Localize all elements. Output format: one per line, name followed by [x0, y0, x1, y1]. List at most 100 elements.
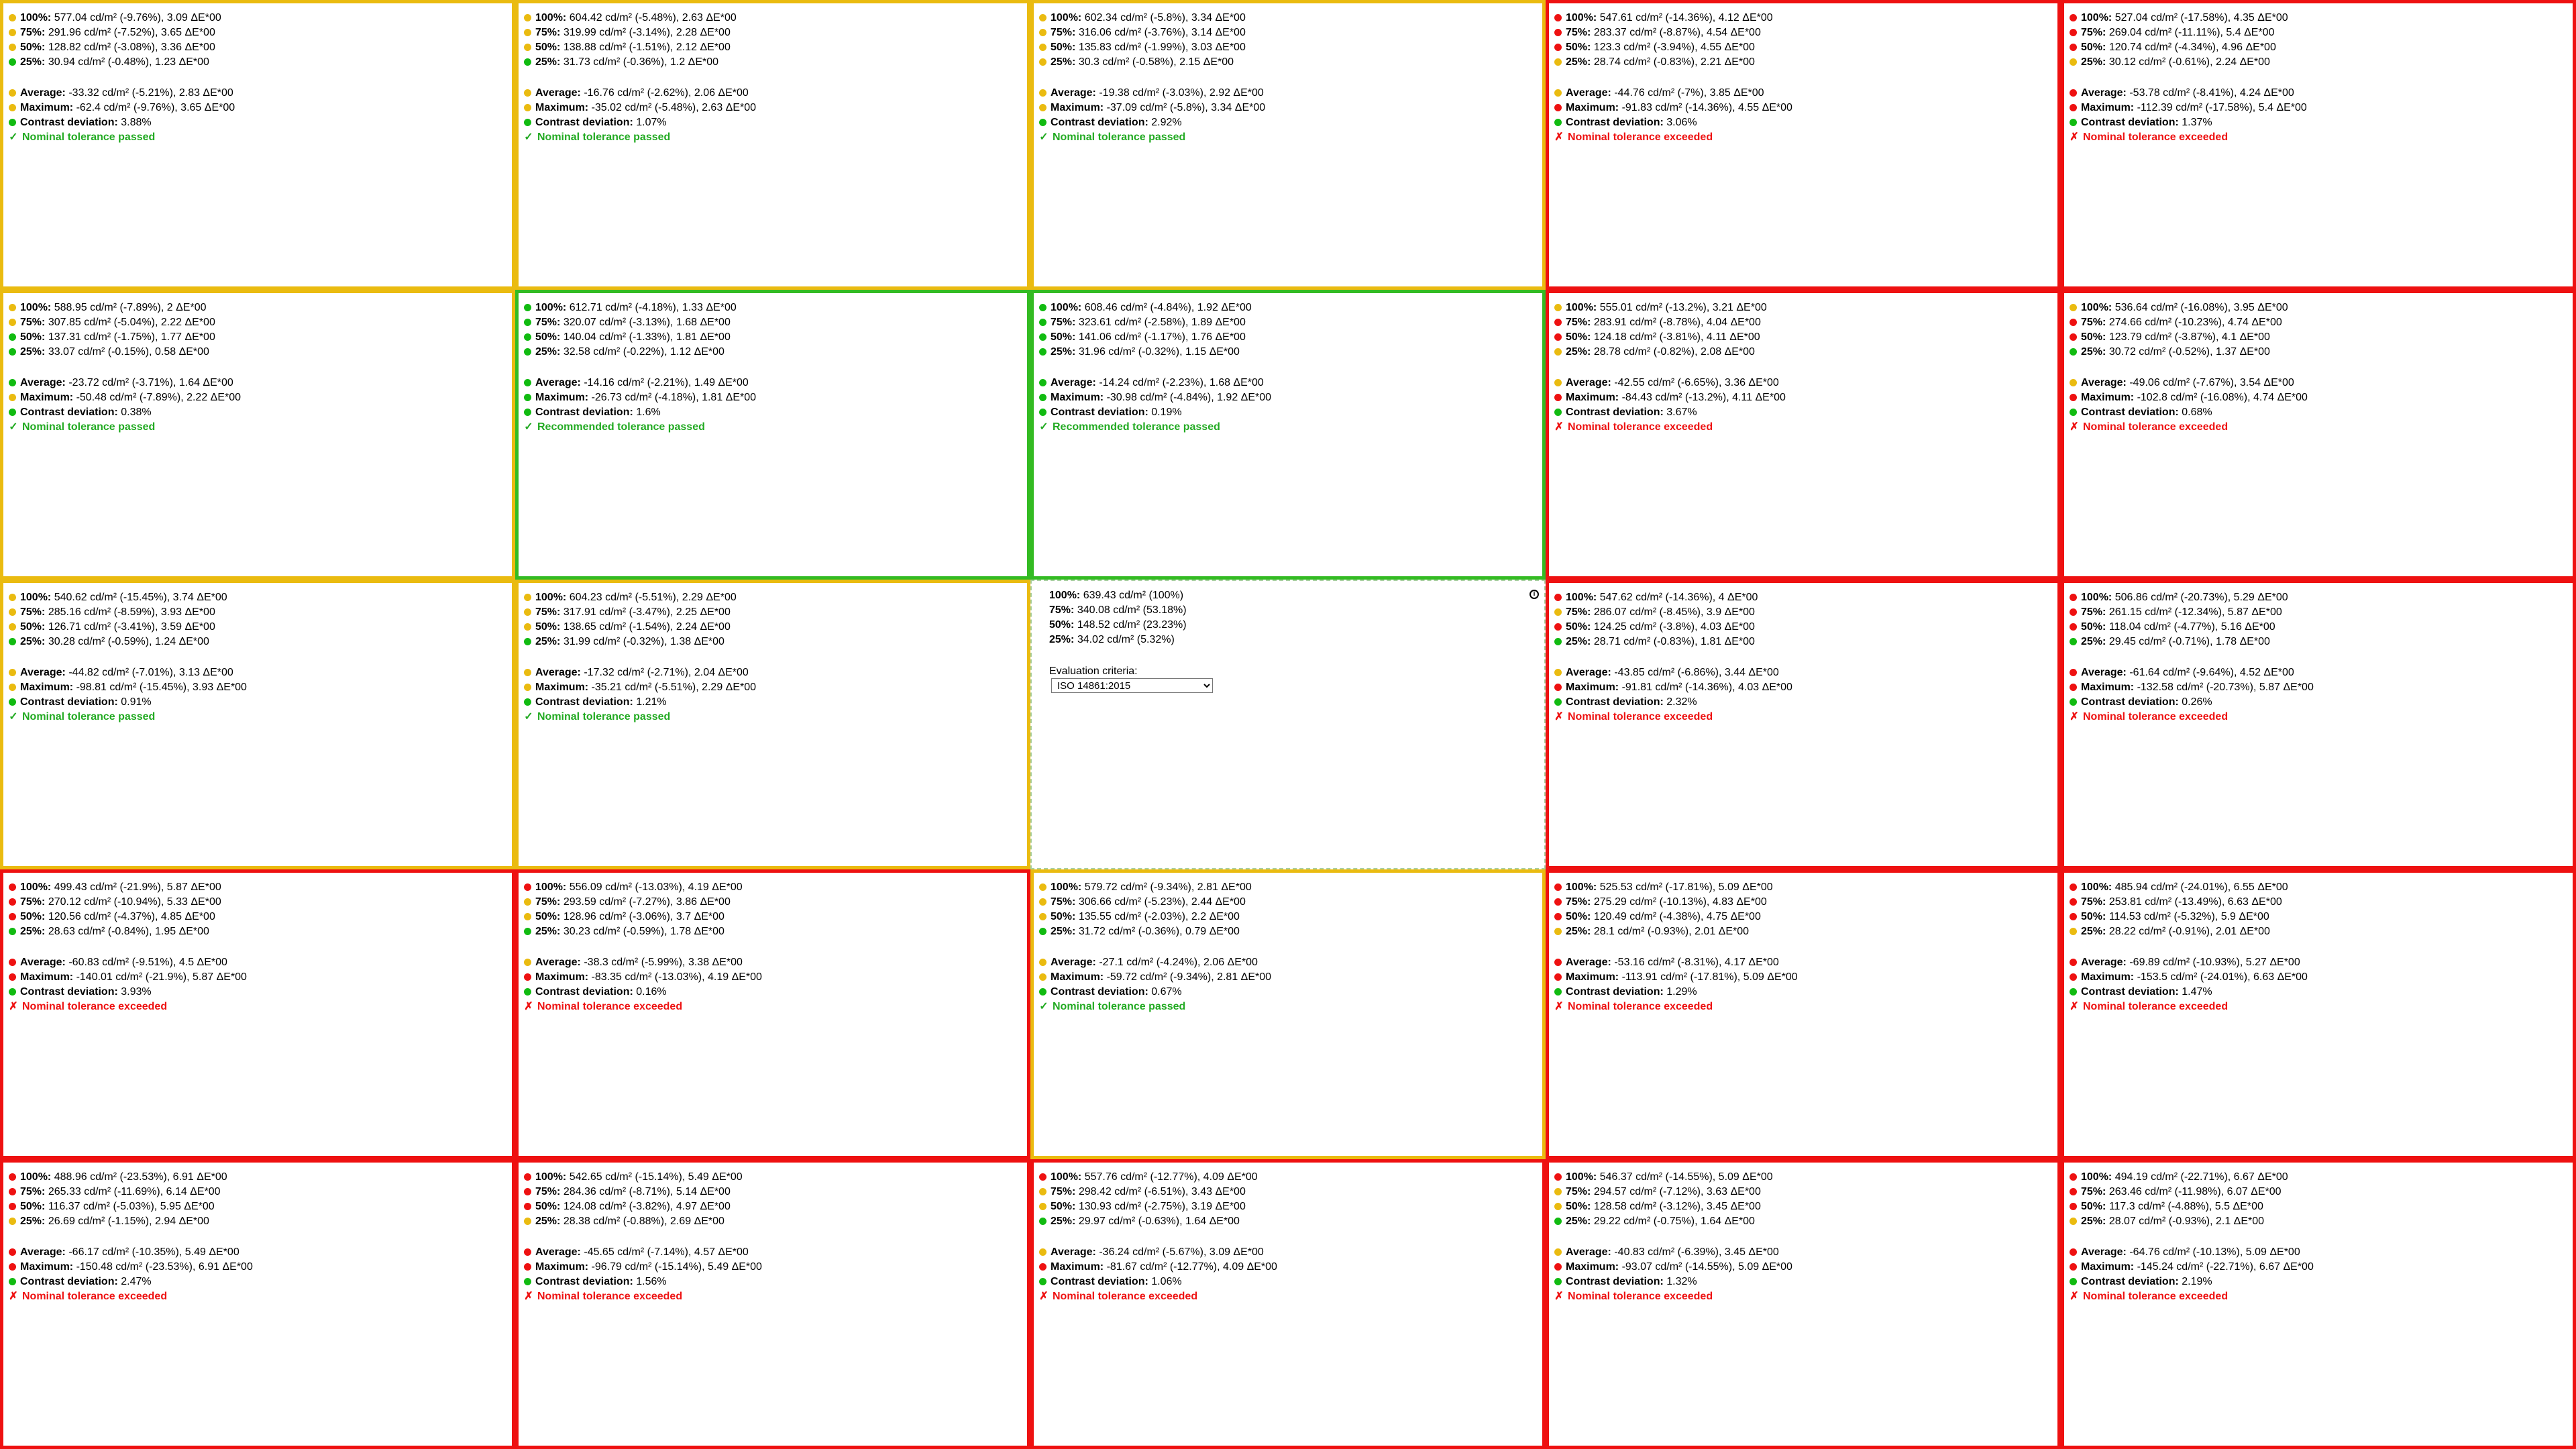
- measurement-value: -84.43 cd/m² (-13.2%), 4.11 ΔE*00: [1621, 392, 1786, 403]
- measurement-line: 25%: 29.22 cd/m² (-0.75%), 1.64 ΔE*00: [1554, 1214, 1755, 1229]
- status-dot-icon: [1554, 638, 1562, 645]
- status-dot-icon: [1039, 959, 1046, 966]
- measurement-value: 116.37 cd/m² (-5.03%), 5.95 ΔE*00: [48, 1201, 215, 1212]
- status-dot-icon: [1554, 1218, 1562, 1225]
- status-dot-icon: [9, 1248, 16, 1256]
- measurement-label: Average:: [535, 667, 581, 678]
- measurement-label: 75%:: [2081, 896, 2106, 908]
- measurement-line: 100%: 579.72 cd/m² (-9.34%), 2.81 ΔE*00: [1039, 880, 1252, 895]
- measurement-cell: 100%: 555.01 cd/m² (-13.2%), 3.21 ΔE*00 7…: [1546, 290, 2061, 580]
- measurement-line: 100%: 608.46 cd/m² (-4.84%), 1.92 ΔE*00: [1039, 301, 1252, 315]
- measurement-line: Maximum: -62.4 cd/m² (-9.76%), 3.65 ΔE*0…: [9, 101, 235, 115]
- status-dot-icon: [1039, 988, 1046, 996]
- measurement-value: 32.58 cd/m² (-0.22%), 1.12 ΔE*00: [563, 346, 724, 358]
- measurement-line: 100%: 547.61 cd/m² (-14.36%), 4.12 ΔE*00: [1554, 11, 1773, 25]
- status-dot-icon: [2070, 304, 2077, 311]
- measurement-line: Average: -23.72 cd/m² (-3.71%), 1.64 ΔE*…: [9, 376, 233, 390]
- measurement-line: 50%: 120.74 cd/m² (-4.34%), 4.96 ΔE*00: [2070, 40, 2276, 55]
- measurement-line: Contrast deviation: 1.47%: [2070, 985, 2212, 1000]
- measurement-line: 25%: 30.94 cd/m² (-0.48%), 1.23 ΔE*00: [9, 55, 209, 70]
- measurement-value: -23.72 cd/m² (-3.71%), 1.64 ΔE*00: [68, 377, 233, 388]
- status-dot-icon: [9, 379, 16, 386]
- measurement-value: 28.07 cd/m² (-0.93%), 2.1 ΔE*00: [2108, 1216, 2265, 1227]
- measurement-label: 50%:: [20, 621, 46, 633]
- status-dot-icon: [524, 1248, 531, 1256]
- measurement-label: 25%:: [2081, 636, 2106, 647]
- tolerance-result: ✗ Nominal tolerance exceeded: [2070, 420, 2228, 435]
- measurement-label: Average:: [2081, 957, 2127, 968]
- measurement-line: Average: -33.32 cd/m² (-5.21%), 2.83 ΔE*…: [9, 86, 233, 101]
- cross-icon: ✗: [1554, 1291, 1564, 1302]
- info-icon[interactable]: i: [1529, 590, 1539, 599]
- measurement-value: 28.71 cd/m² (-0.83%), 1.81 ΔE*00: [1593, 636, 1755, 647]
- measurement-line: 100%: 555.01 cd/m² (-13.2%), 3.21 ΔE*00: [1554, 301, 1767, 315]
- measurement-value: 124.18 cd/m² (-3.81%), 4.11 ΔE*00: [1593, 331, 1760, 343]
- tolerance-result: ✗ Nominal tolerance exceeded: [9, 1000, 167, 1014]
- measurement-label: Average:: [20, 87, 66, 99]
- status-dot-icon: [2070, 1248, 2077, 1256]
- measurement-value: 0.68%: [2182, 407, 2212, 418]
- status-dot-icon: [1554, 1203, 1562, 1210]
- status-dot-icon: [9, 669, 16, 676]
- measurement-line: 50%: 124.25 cd/m² (-3.8%), 4.03 ΔE*00: [1554, 620, 1755, 635]
- status-dot-icon: [1554, 1188, 1562, 1195]
- status-dot-icon: [524, 913, 531, 920]
- measurement-cell: 100%: 612.71 cd/m² (-4.18%), 1.33 ΔE*00 7…: [515, 290, 1030, 580]
- measurement-value: 270.12 cd/m² (-10.94%), 5.33 ΔE*00: [48, 896, 221, 908]
- measurement-label: Maximum:: [1566, 102, 1619, 113]
- measurement-value: -69.89 cd/m² (-10.93%), 5.27 ΔE*00: [2129, 957, 2300, 968]
- measurement-value: -50.48 cd/m² (-7.89%), 2.22 ΔE*00: [76, 392, 241, 403]
- measurement-label: 25%:: [1051, 1216, 1076, 1227]
- evaluation-criteria-select[interactable]: ISO 14861:2015: [1051, 678, 1213, 693]
- measurement-value: 1.07%: [636, 117, 667, 128]
- measurement-label: Contrast deviation:: [1566, 1276, 1664, 1287]
- measurement-line: 25%: 30.12 cd/m² (-0.61%), 2.24 ΔE*00: [2070, 55, 2270, 70]
- measurement-line: 75%: 317.91 cd/m² (-3.47%), 2.25 ΔE*00: [524, 605, 731, 620]
- measurement-label: Maximum:: [1051, 1261, 1104, 1273]
- measurement-label: 100%:: [2081, 302, 2112, 313]
- reference-line: 25%: 34.02 cd/m² (5.32%): [1049, 633, 1175, 647]
- measurement-label: Average:: [2081, 377, 2127, 388]
- status-dot-icon: [2070, 1218, 2077, 1225]
- measurement-line: 100%: 540.62 cd/m² (-15.45%), 3.74 ΔE*00: [9, 590, 227, 605]
- measurement-value: -14.16 cd/m² (-2.21%), 1.49 ΔE*00: [584, 377, 749, 388]
- measurement-line: Contrast deviation: 0.16%: [524, 985, 667, 1000]
- check-icon: ✓: [1039, 1001, 1049, 1012]
- measurement-line: 100%: 542.65 cd/m² (-15.14%), 5.49 ΔE*00: [524, 1170, 743, 1185]
- status-dot-icon: [524, 119, 531, 126]
- measurement-value: 1.47%: [2182, 986, 2212, 998]
- measurement-value: 536.64 cd/m² (-16.08%), 3.95 ΔE*00: [2114, 302, 2288, 313]
- measurement-value: 3.67%: [1666, 407, 1697, 418]
- reference-line: 50%: 148.52 cd/m² (23.23%): [1049, 618, 1187, 633]
- measurement-label: 50%:: [1051, 911, 1076, 922]
- measurement-line: 100%: 612.71 cd/m² (-4.18%), 1.33 ΔE*00: [524, 301, 737, 315]
- measurement-value: 1.21%: [636, 696, 667, 708]
- tolerance-result: ✗ Nominal tolerance exceeded: [524, 1000, 682, 1014]
- tolerance-result-text: Nominal tolerance passed: [22, 131, 156, 143]
- status-dot-icon: [9, 348, 16, 356]
- measurement-label: Maximum:: [1566, 1261, 1619, 1273]
- measurement-line: 75%: 306.66 cd/m² (-5.23%), 2.44 ΔE*00: [1039, 895, 1246, 910]
- reference-label: 25%:: [1049, 634, 1075, 645]
- measurement-label: 100%:: [20, 302, 52, 313]
- tolerance-result-text: Nominal tolerance passed: [22, 711, 156, 722]
- measurement-label: Contrast deviation:: [1566, 117, 1664, 128]
- measurement-value: -59.72 cd/m² (-9.34%), 2.81 ΔE*00: [1106, 971, 1272, 983]
- measurement-label: 25%:: [2081, 56, 2106, 68]
- status-dot-icon: [1554, 594, 1562, 601]
- measurement-value: 253.81 cd/m² (-13.49%), 6.63 ΔE*00: [2108, 896, 2282, 908]
- measurement-line: 100%: 499.43 cd/m² (-21.9%), 5.87 ΔE*00: [9, 880, 221, 895]
- measurement-value: 485.94 cd/m² (-24.01%), 6.55 ΔE*00: [2114, 881, 2288, 893]
- measurement-cell: 100%: 542.65 cd/m² (-15.14%), 5.49 ΔE*00…: [515, 1159, 1030, 1449]
- check-icon: ✓: [1039, 131, 1049, 143]
- measurement-label: Contrast deviation:: [1051, 986, 1148, 998]
- measurement-value: -44.82 cd/m² (-7.01%), 3.13 ΔE*00: [68, 667, 233, 678]
- measurement-value: 612.71 cd/m² (-4.18%), 1.33 ΔE*00: [569, 302, 737, 313]
- measurement-line: 75%: 284.36 cd/m² (-8.71%), 5.14 ΔE*00: [524, 1185, 731, 1199]
- tolerance-result: ✓ Nominal tolerance passed: [524, 130, 670, 145]
- measurement-value: 28.38 cd/m² (-0.88%), 2.69 ΔE*00: [563, 1216, 724, 1227]
- measurement-label: 75%:: [20, 896, 46, 908]
- tolerance-result: ✗ Nominal tolerance exceeded: [2070, 1000, 2228, 1014]
- measurement-value: 542.65 cd/m² (-15.14%), 5.49 ΔE*00: [569, 1171, 743, 1183]
- check-icon: ✓: [1039, 421, 1049, 433]
